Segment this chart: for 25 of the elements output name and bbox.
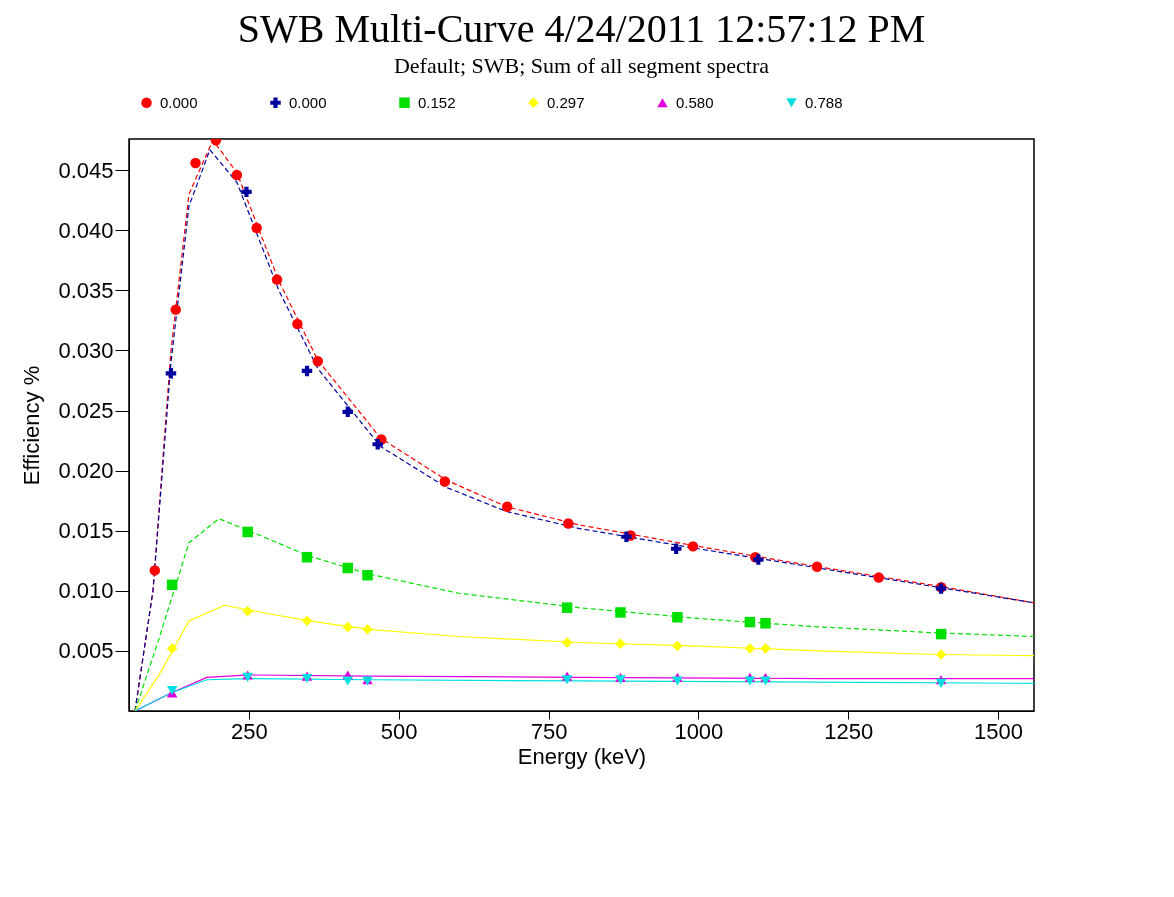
legend-label: 0.000	[160, 93, 198, 111]
x-tick-label: 1250	[824, 718, 874, 744]
x-tick-label: 500	[380, 718, 418, 744]
x-tick-label: 1500	[974, 718, 1024, 744]
x-tick-label: 1000	[674, 718, 724, 744]
chart-subtitle: Default; SWB; Sum of all segment spectra	[393, 53, 770, 78]
x-tick-label: 750	[530, 718, 568, 744]
legend-label: 0.152	[418, 93, 456, 111]
y-tick-label: 0.020	[58, 458, 114, 484]
legend-label: 0.000	[289, 93, 327, 111]
y-tick-label: 0.010	[58, 578, 114, 604]
y-tick-label: 0.035	[58, 277, 114, 303]
x-tick-label: 250	[231, 718, 268, 744]
y-tick-label: 0.040	[58, 217, 114, 243]
legend-label: 0.788	[805, 93, 843, 111]
y-tick-label: 0.015	[58, 518, 114, 544]
chart-title: SWB Multi-Curve 4/24/2011 12:57:12 PM	[237, 6, 926, 51]
y-tick-label: 0.045	[58, 157, 114, 183]
legend-label: 0.580	[676, 93, 714, 111]
y-tick-label: 0.025	[58, 398, 114, 424]
y-tick-label: 0.005	[58, 638, 114, 664]
y-axis-title: Efficiency %	[19, 365, 45, 486]
y-tick-label: 0.030	[58, 338, 114, 363]
x-axis-title: Energy (keV)	[517, 743, 647, 769]
legend-label: 0.297	[547, 93, 585, 111]
